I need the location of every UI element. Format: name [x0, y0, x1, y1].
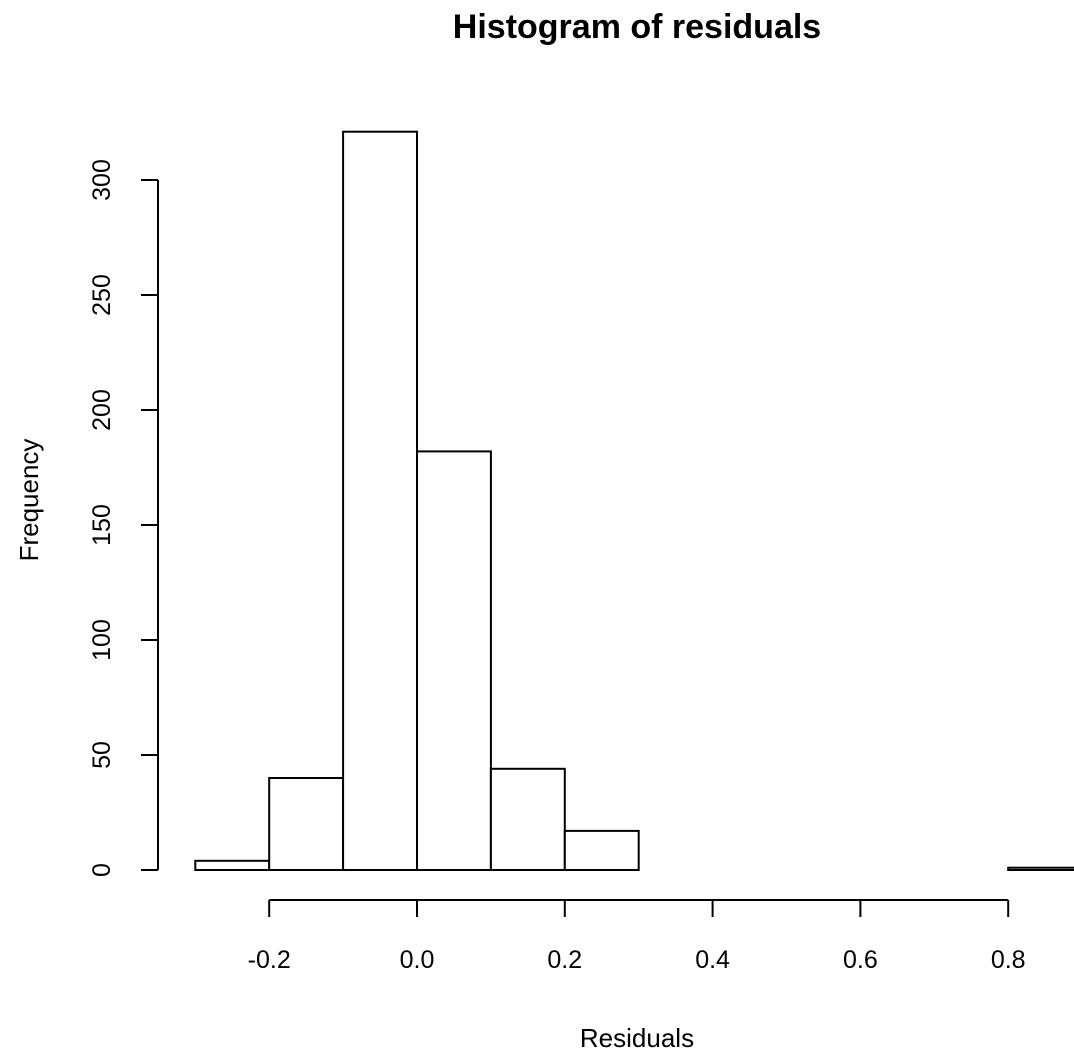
chart-title: Histogram of residuals [453, 8, 821, 46]
x-tick-label: 0.0 [400, 946, 435, 974]
y-tick-label: 50 [88, 741, 116, 769]
y-tick-label: 100 [88, 619, 116, 661]
histogram-bar [563, 829, 640, 872]
x-tick-label: 0.2 [547, 946, 582, 974]
x-tick-label: 0.4 [695, 946, 730, 974]
x-axis-label: Residuals [580, 1023, 694, 1053]
histogram-bar [489, 767, 566, 871]
histogram-bar [342, 130, 419, 871]
histogram-bar [416, 450, 492, 871]
x-tick-label: -0.2 [248, 946, 291, 974]
y-axis-label: Frequency [14, 439, 44, 562]
histogram-bar [268, 777, 345, 871]
y-tick-label: 300 [88, 159, 116, 201]
x-axis: -0.2 0.0 0.2 0.4 0.6 0.8 [248, 899, 1026, 974]
y-tick-label: 150 [88, 504, 116, 546]
y-tick-label: 250 [88, 274, 116, 316]
x-tick-label: 0.8 [991, 946, 1026, 974]
y-axis: 0 50 100 150 200 250 300 [88, 159, 159, 877]
x-tick-label: 0.6 [843, 946, 878, 974]
bars-group [194, 130, 1074, 872]
y-tick-label: 200 [88, 389, 116, 431]
histogram-bar [194, 859, 271, 871]
histogram-bar [1007, 866, 1074, 872]
y-tick-label: 0 [88, 863, 116, 877]
